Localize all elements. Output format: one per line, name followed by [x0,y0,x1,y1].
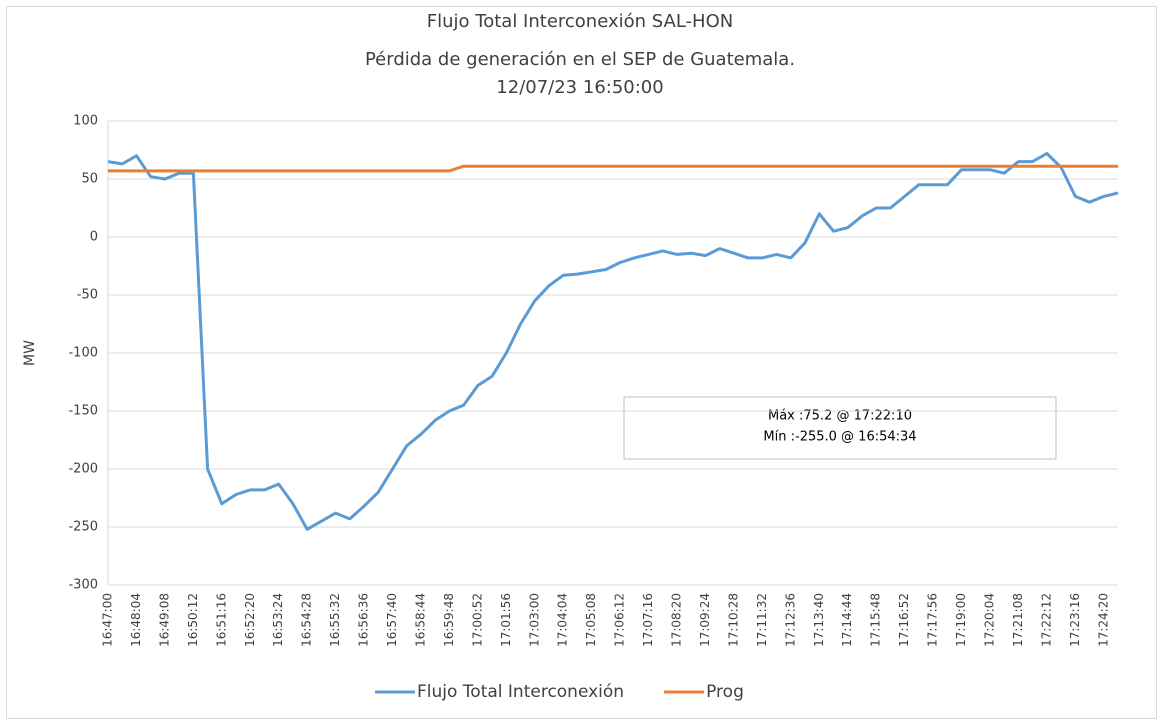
x-tick-label: 16:56:36 [357,593,371,647]
x-tick-label: 17:12:36 [783,593,797,647]
x-tick-label: 17:10:28 [726,593,740,647]
x-tick-label: 16:49:08 [157,593,171,647]
x-tick-label: 17:00:52 [470,593,484,647]
y-tick-label: -100 [68,346,98,361]
x-tick-label: 17:01:56 [499,593,513,647]
x-tick-label: 17:04:04 [556,593,570,647]
y-tick-label: 0 [90,230,98,245]
y-tick-label: -300 [68,578,98,593]
x-tick-label: 16:52:20 [243,593,257,647]
y-tick-label: 100 [73,114,98,129]
x-tick-label: 16:58:44 [413,593,427,647]
y-tick-label: -150 [68,404,98,419]
x-tick-label: 17:21:08 [1011,593,1025,647]
x-tick-label: 17:09:24 [698,593,712,647]
chart-title: Flujo Total Interconexión SAL-HON [427,11,733,32]
annotation: Máx :75.2 @ 17:22:10 [768,409,912,424]
x-tick-label: 16:51:16 [214,593,228,647]
x-tick-label: 16:57:40 [385,593,399,647]
y-axis-label: MW [22,340,38,366]
legend-label: Flujo Total Interconexión [417,682,624,702]
x-tick-label: 17:22:12 [1039,593,1053,647]
x-tick-label: 16:59:48 [442,593,456,647]
x-tick-label: 17:06:12 [613,593,627,647]
x-tick-label: 17:08:20 [670,593,684,647]
annotation: Mín :-255.0 @ 16:54:34 [763,430,916,445]
y-tick-label: 50 [81,172,98,187]
x-tick-label: 17:15:48 [869,593,883,647]
x-tick-label: 17:24:20 [1096,593,1110,647]
x-tick-label: 17:03:00 [527,593,541,647]
y-tick-label: -250 [68,520,98,535]
x-tick-label: 16:50:12 [186,593,200,647]
x-tick-label: 17:07:16 [641,593,655,647]
x-tick-label: 16:47:00 [101,593,115,647]
series-line [108,164,1118,173]
x-tick-label: 16:55:32 [328,593,342,647]
x-tick-label: 17:23:16 [1068,593,1082,647]
x-tick-label: 16:54:28 [300,593,314,647]
chart-title: Pérdida de generación en el SEP de Guate… [365,49,795,70]
x-tick-label: 17:17:56 [926,593,940,647]
y-tick-label: -200 [68,462,98,477]
x-tick-label: 17:20:04 [982,593,996,647]
x-tick-label: 17:16:52 [897,593,911,647]
x-tick-label: 16:48:04 [129,593,143,647]
x-tick-label: 16:53:24 [271,593,285,647]
chart-title: 12/07/23 16:50:00 [496,77,663,98]
x-tick-label: 17:14:44 [840,593,854,647]
series-line [107,152,1119,531]
chart-border [6,6,1157,719]
x-tick-label: 17:11:32 [755,593,769,647]
annotation-box [623,396,1057,460]
x-tick-label: 17:05:08 [584,593,598,647]
legend-label: Prog [706,682,744,702]
x-tick-label: 17:13:40 [812,593,826,647]
x-tick-label: 17:19:00 [954,593,968,647]
y-tick-label: -50 [77,288,98,303]
